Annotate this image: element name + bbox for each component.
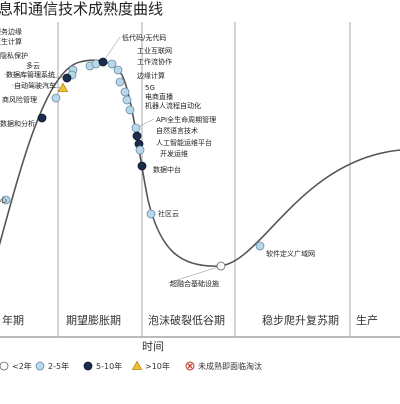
tech-marker bbox=[135, 145, 145, 155]
leader-line bbox=[102, 36, 121, 63]
tech-marker bbox=[146, 209, 156, 219]
tech-marker bbox=[62, 73, 72, 83]
legend-marker bbox=[185, 361, 195, 371]
legend-marker bbox=[35, 361, 45, 371]
tech-marker bbox=[51, 93, 61, 103]
leader-line bbox=[11, 84, 64, 89]
tech-label: 数据和分析 bbox=[0, 119, 35, 128]
legend-label: 5-10年 bbox=[96, 361, 122, 371]
leader-line bbox=[3, 73, 68, 79]
phase-label-5: 生产 bbox=[356, 313, 378, 327]
tech-marker bbox=[255, 241, 265, 251]
tech-marker bbox=[107, 59, 117, 69]
x-axis-label: 时间 bbox=[142, 340, 164, 353]
tech-label: 电商直播 bbox=[145, 92, 173, 101]
tech-label: 数据库管理系统 bbox=[6, 70, 55, 79]
legend-label: 未成熟即面临淘汰 bbox=[198, 361, 262, 371]
legend: <2年 2-5年 5-10年 >10年 未成熟即面临淘汰 bbox=[0, 360, 262, 371]
tech-marker bbox=[122, 95, 132, 105]
tech-label: 机器人流程自动化 bbox=[145, 101, 201, 110]
tech-label: 低代码/无代码 bbox=[122, 33, 166, 42]
tech-label: 数据中台 bbox=[153, 165, 181, 174]
tech-marker bbox=[115, 77, 125, 87]
tech-label: 边缘计算 bbox=[137, 71, 165, 80]
tech-label: 超融合基础设施 bbox=[170, 279, 219, 288]
chart-title: 息和通信技术成熟度曲线 bbox=[0, 0, 163, 18]
tech-marker bbox=[98, 57, 108, 67]
tech-label: 商风险管理 bbox=[2, 95, 37, 104]
technology-points: 安全访问服务边缘云原生计算隐私保护多云数据库管理系统自动驾驶汽车商风险管理数据和… bbox=[0, 27, 315, 288]
tech-marker bbox=[131, 123, 141, 133]
legend-marker bbox=[131, 360, 143, 370]
legend-label: 2-5年 bbox=[48, 361, 69, 371]
tech-marker bbox=[216, 261, 226, 271]
tech-label: 多云 bbox=[26, 61, 40, 70]
leader-line bbox=[167, 265, 222, 284]
legend-label: <2年 bbox=[12, 361, 32, 371]
tech-marker bbox=[113, 65, 123, 75]
tech-label: 软件定义广域网 bbox=[266, 249, 315, 258]
tech-label: 自动驾驶汽车 bbox=[14, 81, 56, 90]
tech-marker bbox=[132, 131, 142, 141]
legend-marker bbox=[0, 361, 9, 371]
phase-label-1: 年期 bbox=[2, 313, 24, 327]
tech-label: 云原生计算 bbox=[0, 37, 22, 46]
tech-label: 心 bbox=[0, 196, 7, 204]
phase-label-2: 期望膨胀期 bbox=[66, 313, 121, 327]
tech-label: API全生命周期管理 bbox=[156, 115, 216, 124]
tech-marker bbox=[125, 105, 135, 115]
tech-marker bbox=[37, 113, 47, 123]
phase-label-3: 泡沫破裂低谷期 bbox=[148, 313, 225, 327]
phase-labels: 年期 期望膨胀期 泡沫破裂低谷期 稳步爬升复苏期 生产 bbox=[2, 313, 378, 327]
tech-marker bbox=[1, 195, 11, 205]
tech-marker bbox=[120, 87, 130, 97]
tech-label: 隐私保护 bbox=[0, 51, 28, 60]
tech-label: 工作流协作 bbox=[137, 57, 172, 66]
tech-marker bbox=[137, 161, 147, 171]
legend-label: >10年 bbox=[145, 361, 170, 371]
tech-label: 开发运维 bbox=[160, 149, 188, 158]
tech-label: 自然语言技术 bbox=[156, 126, 198, 135]
tech-label: 安全访问服务边缘 bbox=[0, 27, 22, 36]
legend-marker bbox=[83, 361, 93, 371]
tech-label: 工业互联网 bbox=[137, 46, 172, 55]
phase-label-4: 稳步爬升复苏期 bbox=[262, 313, 339, 327]
tech-label: 人工智能运维平台 bbox=[156, 138, 212, 147]
tech-marker bbox=[57, 82, 69, 92]
tech-label: 5G bbox=[145, 84, 155, 92]
tech-label: 社区云 bbox=[158, 209, 179, 218]
